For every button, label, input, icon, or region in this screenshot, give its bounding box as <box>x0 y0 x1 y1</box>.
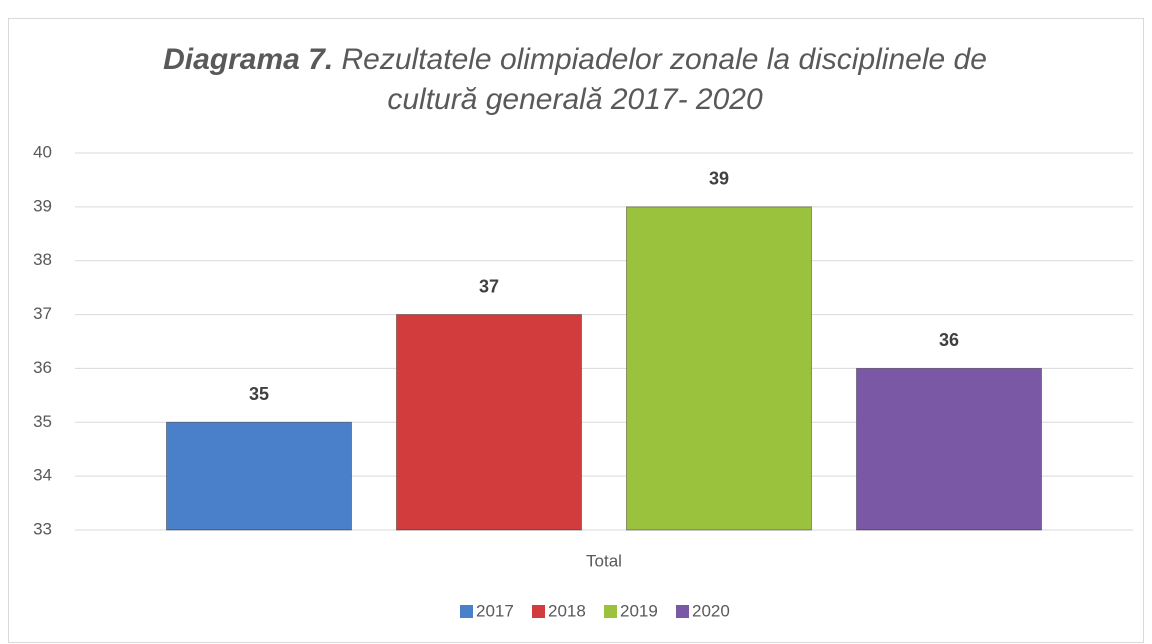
legend-swatch <box>532 605 545 618</box>
y-tick-label: 34 <box>33 466 52 485</box>
x-tick-label: Total <box>586 551 622 570</box>
legend-swatch <box>676 605 689 618</box>
bar <box>396 314 582 531</box>
chart-title: Diagrama 7. Rezultatele olimpiadelor zon… <box>150 40 1000 120</box>
legend-label: 2019 <box>620 601 658 620</box>
value-label: 39 <box>709 169 729 189</box>
title-text: Rezultatele olimpiadelor zonale la disci… <box>341 43 987 116</box>
bar <box>626 206 812 531</box>
y-tick-label: 39 <box>33 196 52 215</box>
bar <box>166 421 352 531</box>
value-label: 36 <box>939 330 959 350</box>
value-label: 35 <box>249 384 269 404</box>
y-tick-label: 35 <box>33 412 52 431</box>
title-lead: Diagrama 7. <box>163 43 334 76</box>
bar <box>856 367 1042 531</box>
legend-label: 2017 <box>476 601 514 620</box>
legend-swatch <box>604 605 617 618</box>
y-tick-label: 36 <box>33 358 52 377</box>
value-label: 37 <box>479 276 499 296</box>
legend-label: 2020 <box>692 601 730 620</box>
y-tick-label: 38 <box>33 250 52 269</box>
y-tick-label: 40 <box>33 142 52 161</box>
y-tick-label: 37 <box>33 304 52 323</box>
chart-border <box>8 18 1144 643</box>
y-tick-label: 33 <box>33 519 52 538</box>
legend-label: 2018 <box>548 601 586 620</box>
legend-swatch <box>460 605 473 618</box>
